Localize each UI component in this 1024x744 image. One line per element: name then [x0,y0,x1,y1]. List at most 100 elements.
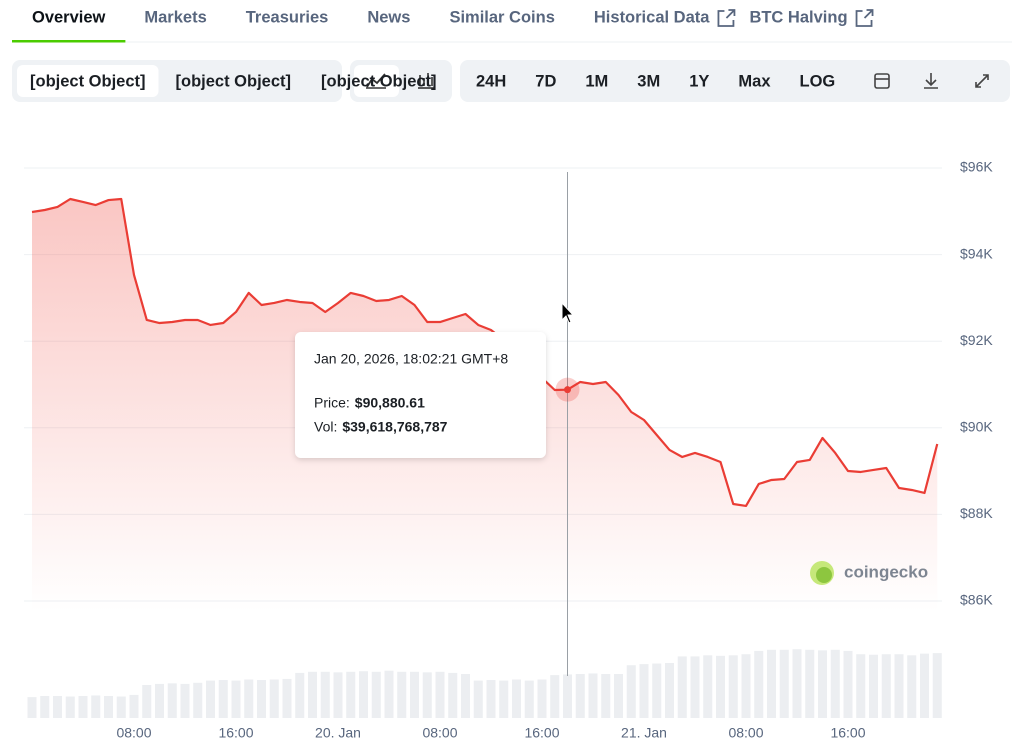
x-tick-label: 08:00 [422,725,457,741]
volume-bar [371,671,381,718]
volume-bar [193,682,203,718]
volume-bar [486,680,496,718]
volume-bar [869,654,878,718]
watermark-logo-inner [816,567,832,583]
line-icon [366,73,386,88]
tab[interactable]: Overview [32,8,106,26]
range-button[interactable]: 3M [637,72,660,90]
range-group [460,60,1010,102]
volume-bar [741,654,751,718]
tab[interactable]: Treasuries [246,8,329,26]
mouse-cursor [561,301,575,324]
y-tick-label: $94K [960,245,993,261]
volume-bar [907,655,917,718]
x-tick-label: 21. Jan [621,725,667,741]
tab[interactable]: News [367,8,410,26]
volume-bar [40,696,50,718]
x-tick-label: 16:00 [524,725,559,741]
volume-bar [78,696,88,718]
volume-bar [716,655,725,718]
volume-bar [805,649,815,718]
volume-bar [244,679,254,718]
x-tick-label: 08:00 [728,725,763,741]
range-button[interactable]: 1Y [689,72,709,90]
volume-bar [359,671,368,718]
volume-bar [818,650,827,718]
range-button[interactable]: 7D [535,72,556,90]
y-tick-label: $90K [960,419,993,435]
x-tick-label: 20. Jan [315,725,361,741]
view-button[interactable]: [object Object] [17,65,159,97]
volume-bar [767,649,776,718]
volume-bar [269,679,279,718]
x-tick-label: 16:00 [830,725,865,741]
volume-bar [410,671,419,718]
tab[interactable]: Similar Coins [449,8,554,26]
range-button[interactable]: 1M [585,72,608,90]
volume-bar [295,672,305,718]
volume-bar [461,674,470,718]
x-tick-label: 16:00 [218,725,253,741]
volume-bar [346,671,356,718]
volume-bar [91,695,101,718]
volume-bar [537,679,547,718]
volume-bar [53,696,62,718]
y-tick-label: $92K [960,332,993,348]
expand-button[interactable] [975,74,989,88]
volume-bar [206,680,215,718]
volume-bar [779,649,789,718]
watermark: coingecko [844,562,928,581]
tooltip-label: Vol: [314,419,337,435]
volume-bar [550,675,560,718]
plot-area: $86K $88K $90K $92K $94K $96K 08:00 16:00 20. Ja… [24,159,993,741]
volume-bar [384,670,394,718]
y-tick-label: $88K [960,505,993,521]
volume-bar [754,650,764,718]
volume-bar [167,683,177,718]
tooltip-label: Price: [314,395,350,411]
calendar-button[interactable] [874,73,890,89]
download-button[interactable] [924,73,938,89]
view-button[interactable]: [object Object] [308,65,450,97]
volume-bar [932,653,942,718]
volume-bar [435,671,445,718]
volume-bar [499,680,509,718]
tab[interactable]: BTC Halving [749,8,847,26]
price-line [31,197,939,508]
volume-bar [677,656,687,718]
volume-bar [626,665,636,718]
view-label: [object Object] [176,72,292,90]
volume-bar [333,672,343,718]
volume-bar [116,696,126,718]
range-button[interactable]: 24H [476,72,506,90]
tab[interactable]: Historical Data [594,8,710,26]
volume-bar [588,673,598,718]
range-button[interactable]: Max [738,72,771,90]
view-label: [object Object] [30,72,146,90]
view-button[interactable]: [object Object] [163,65,305,97]
y-tick-label: $86K [960,592,993,608]
volume-bar [257,680,266,718]
volume-bar [422,672,432,718]
tooltip-box [295,332,546,458]
volume-bar [856,654,866,718]
tab[interactable]: Markets [144,8,206,26]
volume-bar [129,694,139,718]
hover-point [564,386,571,394]
volume-bar [104,696,113,718]
tooltip-value: $39,618,768,787 [342,419,447,435]
tab-underline [12,40,126,43]
tooltip-date: Jan 20, 2026, 18:02:21 GMT+8 [314,351,508,367]
external-icon [717,9,736,27]
volume-bar [155,683,164,718]
volume-bar [792,649,802,718]
line-chart-button[interactable] [354,65,399,97]
range-button[interactable]: LOG [800,72,836,90]
candle-button[interactable] [418,73,434,89]
volume-bar [563,674,572,718]
volume-bar [282,678,292,718]
view-button-bg [17,65,159,97]
volume-bar [320,671,330,718]
volume-bar [473,680,483,718]
